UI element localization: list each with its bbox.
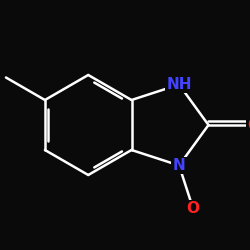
Text: N: N [173, 158, 186, 173]
Text: NH: NH [166, 77, 192, 92]
Text: O: O [186, 201, 200, 216]
Text: O: O [247, 118, 250, 132]
